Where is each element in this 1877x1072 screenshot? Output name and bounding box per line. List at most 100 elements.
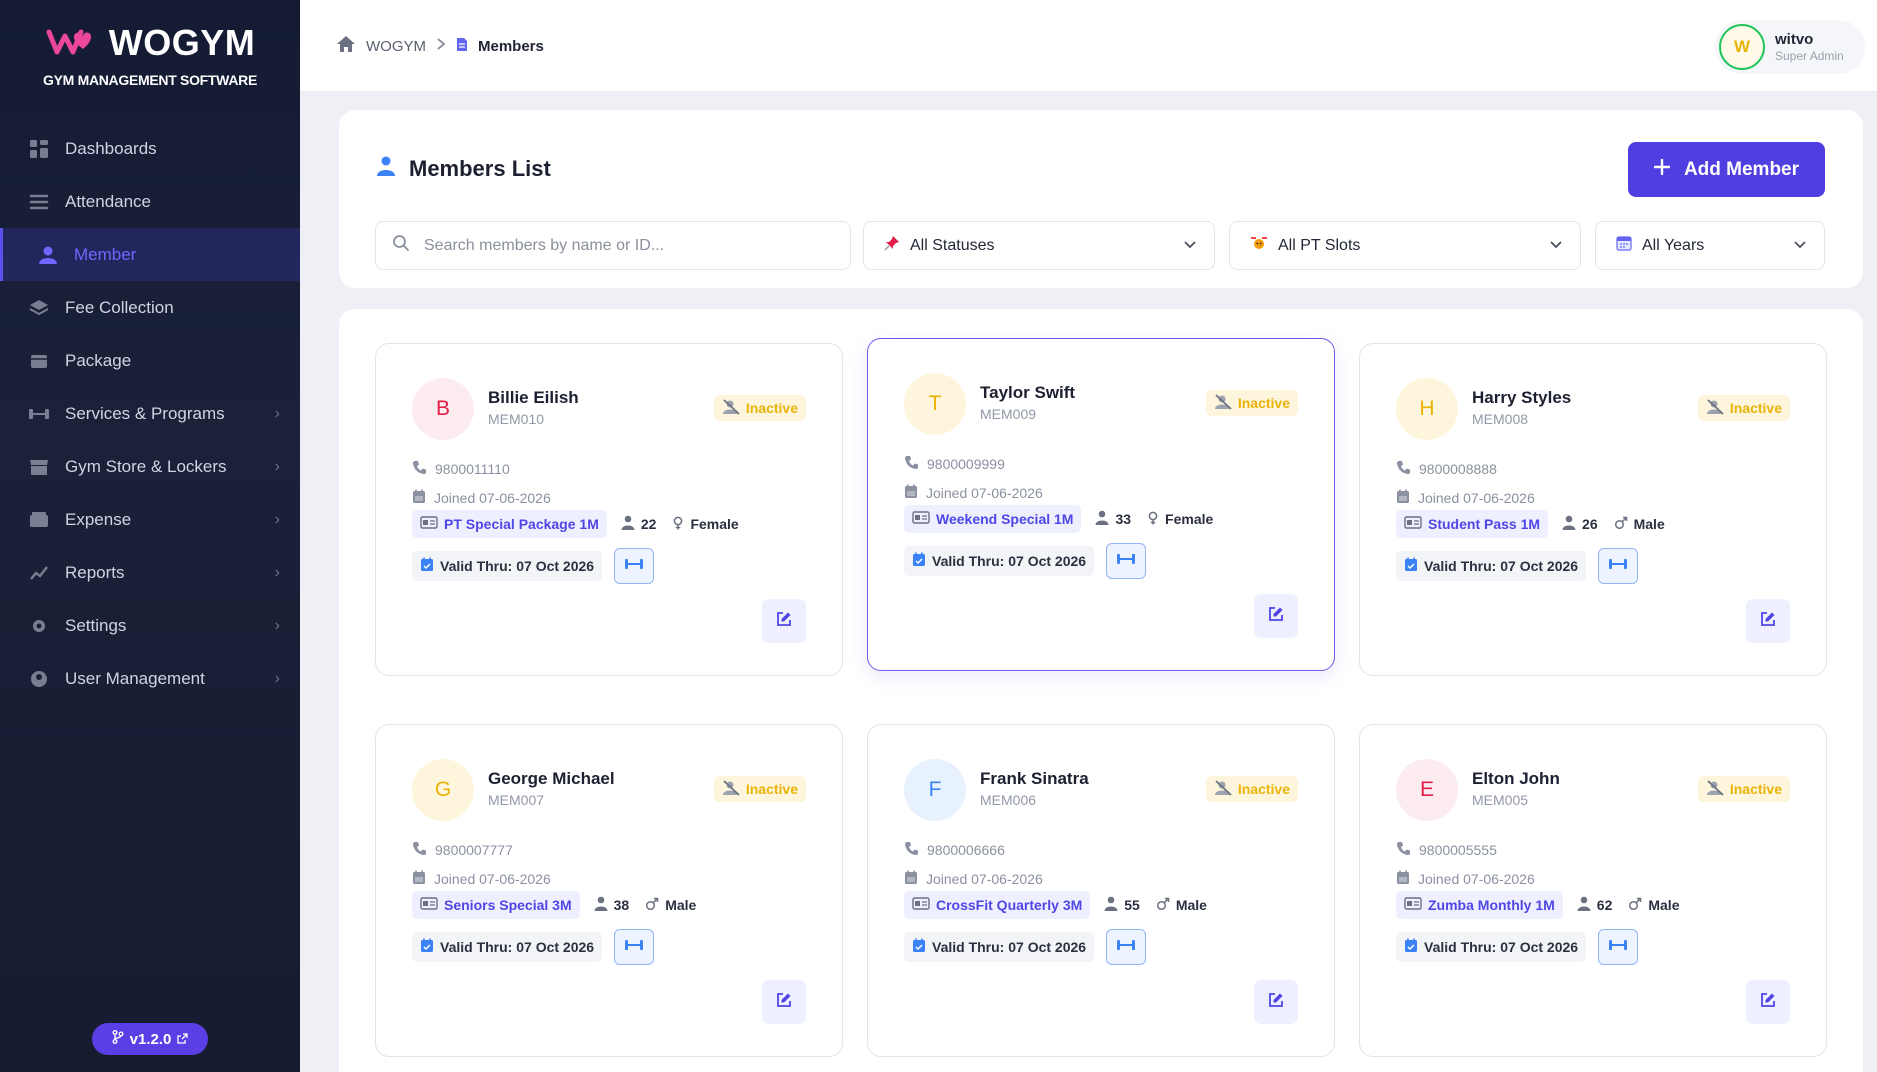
joined-row: Joined 07-06-2026	[1396, 489, 1535, 507]
member-age: 22	[640, 516, 657, 532]
id-card-icon	[420, 897, 438, 913]
avatar: H	[1396, 378, 1458, 440]
sidebar-item-expense[interactable]: Expense ›	[0, 493, 300, 546]
box-icon	[28, 350, 50, 372]
id-card-icon	[1404, 897, 1422, 913]
home-icon[interactable]	[336, 35, 356, 57]
avatar: B	[412, 378, 474, 440]
gender-chip: Female	[670, 510, 740, 538]
brand-name: WOGYM	[108, 22, 256, 63]
member-gender: Male	[665, 897, 697, 913]
chevron-right-icon: ›	[274, 670, 280, 687]
phone-icon	[412, 841, 427, 859]
valid-thru-chip: Valid Thru: 07 Oct 2026	[904, 932, 1095, 962]
dumbbell-icon	[28, 403, 50, 425]
sidebar-item-label: Fee Collection	[65, 297, 174, 317]
gym-access-button[interactable]	[1106, 929, 1147, 965]
edit-icon	[776, 611, 792, 632]
sidebar-item-gym-store-lockers[interactable]: Gym Store & Lockers ›	[0, 440, 300, 493]
version-badge[interactable]: v1.2.0	[92, 1023, 208, 1055]
joined-date: Joined 07-06-2026	[926, 871, 1043, 887]
phone-number: 9800005555	[1419, 842, 1497, 858]
phone-icon	[1396, 460, 1411, 478]
phone-row: 9800005555	[1396, 841, 1497, 859]
valid-thru-chip: Valid Thru: 07 Oct 2026	[1396, 932, 1587, 962]
topbar: WOGYM Members W witvo Super Admin	[300, 0, 1877, 92]
member-chips: Zumba Monthly 1M 62 Male	[1396, 891, 1681, 919]
gym-access-button[interactable]	[614, 548, 655, 584]
calendar-check-icon	[420, 938, 434, 956]
calendar-check-icon	[912, 938, 926, 956]
trainer-icon	[1250, 235, 1268, 256]
year-filter[interactable]: All Years	[1595, 221, 1825, 270]
gym-access-button[interactable]	[1106, 543, 1147, 579]
status-badge: Inactive	[713, 395, 806, 421]
edit-member-button[interactable]	[1746, 980, 1790, 1024]
breadcrumb-home[interactable]: WOGYM	[366, 37, 426, 55]
gender-chip: Female	[1145, 505, 1215, 533]
package-chip: PT Special Package 1M	[412, 510, 607, 538]
sidebar-item-label: Dashboards	[65, 138, 157, 158]
edit-member-button[interactable]	[1254, 594, 1298, 638]
member-name: Taylor Swift	[980, 383, 1076, 402]
member-chips: Student Pass 1M 26 Male	[1396, 510, 1667, 538]
member-card[interactable]: F Frank Sinatra MEM006 Inactive 9800006666 Jo…	[867, 724, 1335, 1057]
member-card[interactable]: B Billie Eilish MEM010 Inactive 9800011110 Jo…	[375, 343, 843, 676]
phone-number: 9800009999	[927, 456, 1005, 472]
sidebar-item-label: Services & Programs	[65, 403, 225, 423]
member-name: Elton John	[1472, 769, 1560, 788]
search-field[interactable]	[375, 221, 851, 270]
sidebar-item-package[interactable]: Package	[0, 334, 300, 387]
age-chip: 22	[619, 510, 659, 538]
sidebar-item-member[interactable]: Member	[0, 228, 300, 281]
member-card[interactable]: G George Michael MEM007 Inactive 9800007777 J…	[375, 724, 843, 1057]
status-filter[interactable]: All Statuses	[863, 221, 1215, 270]
dumbbell-icon	[1607, 557, 1629, 576]
joined-row: Joined 07-06-2026	[904, 870, 1043, 888]
sidebar-item-attendance[interactable]: Attendance	[0, 175, 300, 228]
chevron-right-icon: ›	[274, 511, 280, 528]
search-input[interactable]	[424, 236, 824, 255]
member-chips: PT Special Package 1M 22 Female	[412, 510, 741, 538]
sidebar-item-reports[interactable]: Reports ›	[0, 546, 300, 599]
pt-slot-filter[interactable]: All PT Slots	[1229, 221, 1581, 270]
sidebar-item-settings[interactable]: Settings ›	[0, 599, 300, 652]
sidebar-item-services-programs[interactable]: Services & Programs ›	[0, 387, 300, 440]
gym-access-button[interactable]	[1598, 929, 1639, 965]
avatar: W	[1719, 24, 1765, 70]
calendar-check-icon	[420, 557, 434, 575]
status-text: Inactive	[1729, 781, 1782, 797]
member-card[interactable]: H Harry Styles MEM008 Inactive 9800008888 Joi…	[1359, 343, 1827, 676]
gender-chip: Male	[1154, 891, 1209, 919]
valid-thru-date: Valid Thru: 07 Oct 2026	[1424, 939, 1579, 955]
joined-date: Joined 07-06-2026	[1418, 871, 1535, 887]
sidebar: WOGYM GYM MANAGEMENT SOFTWARE Dashboards…	[0, 0, 300, 1072]
add-member-label: Add Member	[1683, 158, 1800, 180]
year-filter-value: All Years	[1642, 236, 1705, 254]
edit-member-button[interactable]	[762, 980, 806, 1024]
breadcrumb-current: Members	[478, 37, 544, 55]
add-member-button[interactable]: Add Member	[1628, 142, 1825, 197]
gym-access-button[interactable]	[614, 929, 655, 965]
members-grid: B Billie Eilish MEM010 Inactive 9800011110 Jo…	[339, 309, 1863, 1072]
user-name: witvo	[1775, 31, 1814, 48]
edit-member-button[interactable]	[762, 599, 806, 643]
validity-row: Valid Thru: 07 Oct 2026	[1396, 548, 1639, 584]
user-menu[interactable]: W witvo Super Admin	[1715, 20, 1865, 74]
joined-date: Joined 07-06-2026	[434, 490, 551, 506]
chevron-down-icon	[1182, 236, 1198, 257]
package-chip: Zumba Monthly 1M	[1396, 891, 1563, 919]
person-icon	[1577, 896, 1591, 914]
sidebar-item-dashboards[interactable]: Dashboards	[0, 122, 300, 175]
edit-member-button[interactable]	[1746, 599, 1790, 643]
age-chip: 55	[1102, 891, 1142, 919]
status-badge: Inactive	[1205, 776, 1298, 802]
edit-member-button[interactable]	[1254, 980, 1298, 1024]
member-card[interactable]: E Elton John MEM005 Inactive 9800005555 Joine…	[1359, 724, 1827, 1057]
gym-access-button[interactable]	[1598, 548, 1639, 584]
sidebar-item-user-management[interactable]: User Management ›	[0, 652, 300, 705]
sidebar-item-fee-collection[interactable]: Fee Collection	[0, 281, 300, 334]
member-card[interactable]: T Taylor Swift MEM009 Inactive 9800009999 Joi…	[867, 338, 1335, 671]
age-chip: 33	[1093, 505, 1133, 533]
member-gender: Male	[1175, 897, 1207, 913]
